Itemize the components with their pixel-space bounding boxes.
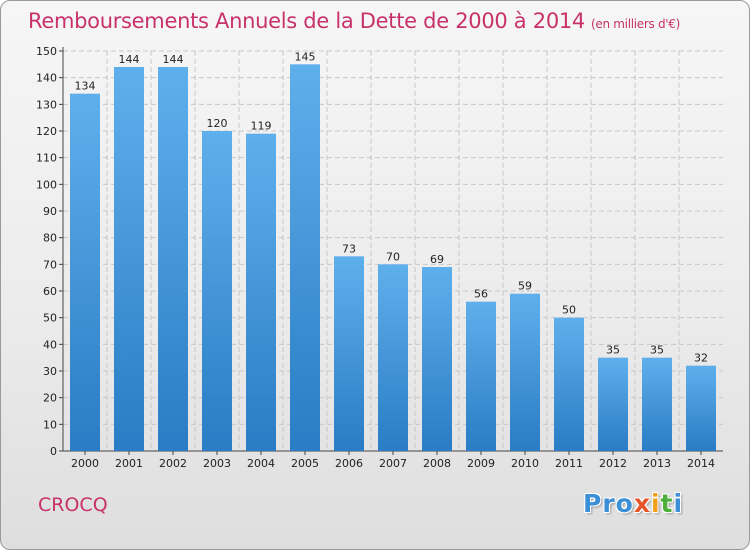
y-tick-label: 10 [43, 418, 57, 431]
x-tick-label-2014: 2014 [687, 457, 715, 470]
value-label-2003: 120 [207, 117, 228, 130]
value-label-2008: 69 [430, 253, 444, 266]
logo-part-x: x [633, 489, 651, 518]
value-label-2007: 70 [386, 250, 400, 263]
value-label-2002: 144 [163, 53, 184, 66]
bar-2012[interactable] [598, 357, 628, 451]
x-tick-label-2013: 2013 [643, 457, 671, 470]
bar-2013[interactable] [642, 357, 672, 451]
x-tick-label-2002: 2002 [159, 457, 187, 470]
x-tick-label-2012: 2012 [599, 457, 627, 470]
logo-part-pro: Pro [583, 489, 634, 518]
y-tick-label: 80 [43, 232, 57, 245]
y-tick-label: 60 [43, 285, 57, 298]
labels: 0 10 20 30 40 50 60 70 80 90 100 110 120 130 140 150 134… [36, 45, 715, 470]
bar-2009[interactable] [466, 301, 496, 451]
value-label-2006: 73 [342, 242, 356, 255]
bar-2011[interactable] [554, 317, 584, 451]
value-label-2014: 32 [694, 352, 708, 365]
chart-title: Remboursements Annuels de la Dette de 20… [28, 9, 680, 33]
y-tick-label: 110 [36, 152, 57, 165]
chart-title-text: Remboursements Annuels de la Dette de 20… [28, 9, 585, 33]
value-label-2009: 56 [474, 288, 488, 301]
x-tick-label-2005: 2005 [291, 457, 319, 470]
logo-part-i1: i [650, 489, 661, 518]
y-tick-label: 0 [50, 445, 57, 458]
logo-part-t: t [660, 489, 674, 518]
bar-2002[interactable] [158, 67, 188, 451]
bar-2007[interactable] [378, 264, 408, 451]
y-tick-label: 30 [43, 365, 57, 378]
bar-2010[interactable] [510, 293, 540, 451]
town-name: CROCQ [38, 494, 108, 516]
value-label-2005: 145 [295, 50, 316, 63]
x-tick-label-2004: 2004 [247, 457, 275, 470]
x-tick-label-2007: 2007 [379, 457, 407, 470]
bar-2006[interactable] [334, 256, 364, 451]
x-tick-label-2010: 2010 [511, 457, 539, 470]
value-label-2001: 144 [119, 53, 140, 66]
y-tick-label: 70 [43, 258, 57, 271]
value-label-2013: 35 [650, 344, 664, 357]
bar-2014[interactable] [686, 365, 716, 451]
logo-part-i2: i [673, 489, 684, 518]
value-label-2011: 50 [562, 304, 576, 317]
x-tick-label-2003: 2003 [203, 457, 231, 470]
bar-2008[interactable] [422, 267, 452, 451]
bars [70, 64, 716, 452]
chart-unit: (en milliers d'€) [591, 17, 681, 31]
bar-2005[interactable] [290, 64, 320, 452]
y-tick-label: 100 [36, 178, 57, 191]
y-tick-label: 150 [36, 45, 57, 58]
bar-2003[interactable] [202, 131, 232, 451]
x-tick-label-2008: 2008 [423, 457, 451, 470]
x-tick-label-2009: 2009 [467, 457, 495, 470]
proxiti-logo[interactable]: Proxiti [583, 489, 683, 518]
value-label-2012: 35 [606, 344, 620, 357]
x-tick-label-2001: 2001 [115, 457, 143, 470]
y-tick-label: 40 [43, 338, 57, 351]
y-tick-label: 90 [43, 205, 57, 218]
y-tick-label: 20 [43, 392, 57, 405]
bar-2000[interactable] [70, 93, 100, 452]
y-tick-label: 50 [43, 312, 57, 325]
value-label-2000: 134 [75, 80, 96, 93]
x-tick-label-2000: 2000 [71, 457, 99, 470]
bar-2004[interactable] [246, 133, 276, 451]
y-tick-label: 130 [36, 98, 57, 111]
bar-2001[interactable] [114, 67, 144, 451]
y-tick-label: 140 [36, 72, 57, 85]
x-tick-label-2006: 2006 [335, 457, 363, 470]
value-label-2010: 59 [518, 280, 532, 293]
y-tick-label: 120 [36, 125, 57, 138]
x-tick-label-2011: 2011 [555, 457, 583, 470]
value-label-2004: 119 [251, 120, 272, 133]
